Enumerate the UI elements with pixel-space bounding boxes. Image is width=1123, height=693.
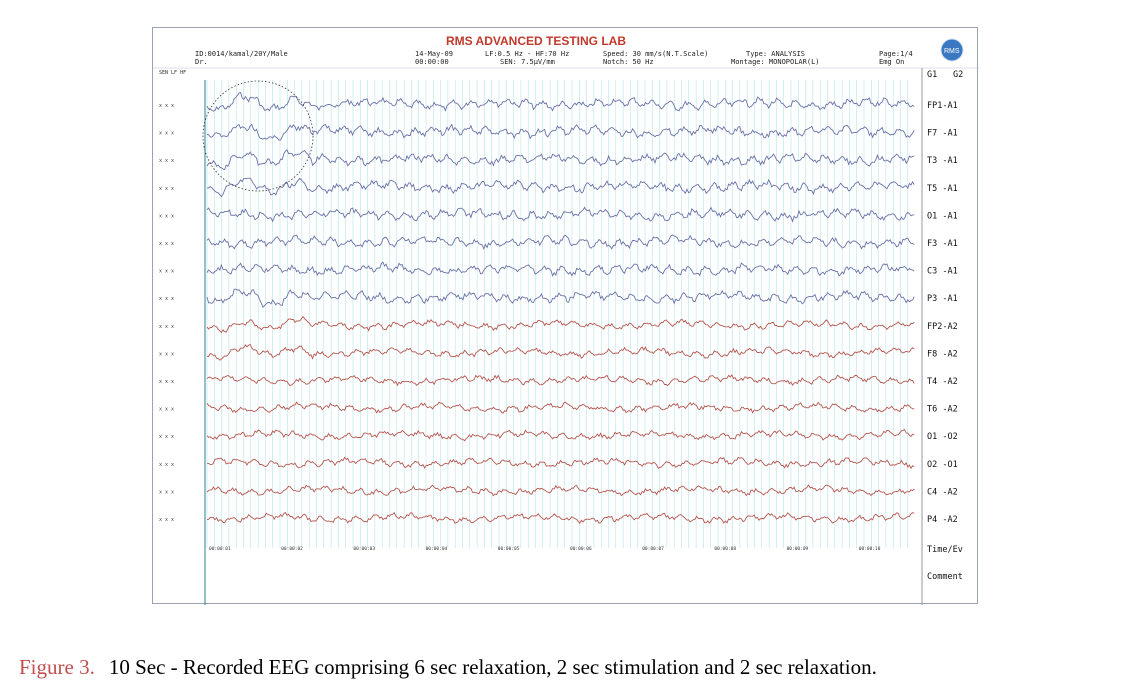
channel-label: FP1-A1 xyxy=(927,101,958,111)
time-tick-label: 00:00:02 xyxy=(281,546,303,552)
row-marker: x x x xyxy=(159,351,174,357)
channel-label: F7 -A1 xyxy=(927,129,958,139)
row-marker: x x x xyxy=(159,379,174,385)
eeg-trace xyxy=(206,234,915,251)
type: Type: ANALYSIS xyxy=(746,50,805,58)
page-number: Page:1/4 xyxy=(879,50,913,58)
col-header-left: SEN LF HF xyxy=(159,70,186,76)
artifact-highlight xyxy=(202,80,314,192)
col-header-g2: G2 xyxy=(953,70,963,80)
eeg-trace xyxy=(206,123,915,141)
record-date: 14-May-09 xyxy=(415,50,453,58)
row-marker: x x x xyxy=(159,407,174,413)
channel-label: O1 -O2 xyxy=(927,432,958,442)
row-marker: x x x xyxy=(159,269,174,275)
time-tick-label: 00:00:03 xyxy=(353,546,375,552)
eeg-trace xyxy=(206,177,915,198)
channel-label: T3 -A1 xyxy=(927,156,958,166)
row-marker: x x x xyxy=(159,241,174,247)
channel-label: O2 -O1 xyxy=(927,460,958,470)
patient-id: ID:0014/kamal/20Y/Male xyxy=(195,50,288,58)
time-grid xyxy=(206,80,908,548)
time-tick-label: 00:00:01 xyxy=(209,546,231,552)
time-ticks: 00:00:01 00:00:02 00:00:03 00:00:04 00:00:05… xyxy=(209,546,881,552)
figure-caption: Figure 3. 10 Sec - Recorded EEG comprisin… xyxy=(19,655,877,680)
row-marker: x x x xyxy=(159,324,174,330)
row-marker: x x x xyxy=(159,517,174,523)
channel-label: P3 -A1 xyxy=(927,294,958,304)
channel-label: FP2-A2 xyxy=(927,322,958,332)
eeg-trace xyxy=(206,149,915,171)
row-marker: x x x xyxy=(159,131,174,137)
row-marker: x x x xyxy=(159,296,174,302)
side-markers: x x x x x x x x x x x x x x x x x x x x x x x x… xyxy=(159,103,174,523)
eeg-trace xyxy=(206,511,915,524)
channel-label: T5 -A1 xyxy=(927,184,958,194)
row-marker: x x x xyxy=(159,213,174,219)
eeg-traces xyxy=(206,91,915,524)
eeg-trace xyxy=(206,401,915,414)
montage: Montage: MONOPOLAR(L) xyxy=(731,58,820,66)
eeg-trace xyxy=(206,343,915,361)
time-tick-label: 00:00:10 xyxy=(859,546,881,552)
lab-title: RMS ADVANCED TESTING LAB xyxy=(446,34,626,48)
time-tick-label: 00:00:05 xyxy=(498,546,520,552)
doctor: Dr. xyxy=(195,58,208,66)
channel-label: C4 -A2 xyxy=(927,487,958,497)
rms-logo-icon: RMS xyxy=(940,38,964,62)
channel-label: F8 -A2 xyxy=(927,349,958,359)
row-marker: x x x xyxy=(159,158,174,164)
time-tick-label: 00:00:06 xyxy=(570,546,592,552)
notch: Notch: 50 Hz xyxy=(603,58,654,66)
col-header-g1: G1 xyxy=(927,70,937,80)
row-marker: x x x xyxy=(159,103,174,109)
channel-label: C3 -A1 xyxy=(927,267,958,277)
caption-label: Figure 3. xyxy=(19,655,95,679)
row-marker: x x x xyxy=(159,186,174,192)
eeg-trace xyxy=(206,456,915,470)
emg-status: Emg On xyxy=(879,58,904,66)
logo-text: RMS xyxy=(944,48,960,55)
time-tick-label: 00:00:08 xyxy=(714,546,736,552)
row-marker: x x x xyxy=(159,489,174,495)
row-marker: x x x xyxy=(159,434,174,440)
sensitivity: SEN: 7.5µV/mm xyxy=(500,58,555,66)
eeg-trace xyxy=(206,428,915,442)
time-event-row: Time/Ev xyxy=(927,545,963,555)
eeg-trace xyxy=(206,91,915,112)
eeg-chart: RMS ADVANCED TESTING LAB RMS ID:0014/kam… xyxy=(153,34,979,605)
filter-settings: LF:0.5 Hz - HF:70 Hz xyxy=(485,50,569,58)
channel-label: P4 -A2 xyxy=(927,515,958,525)
eeg-trace xyxy=(206,374,915,387)
comment-row: Comment xyxy=(927,572,963,582)
time-tick-label: 00:00:09 xyxy=(787,546,809,552)
row-marker: x x x xyxy=(159,462,174,468)
eeg-trace xyxy=(206,206,915,223)
eeg-figure: RMS ADVANCED TESTING LAB RMS ID:0014/kam… xyxy=(152,27,979,605)
record-time: 00:00:00 xyxy=(415,58,449,66)
channel-label: T4 -A2 xyxy=(927,377,958,387)
caption-text: 10 Sec - Recorded EEG comprising 6 sec r… xyxy=(108,655,877,679)
channel-label: T6 -A2 xyxy=(927,405,958,415)
eeg-trace xyxy=(206,484,915,497)
eeg-trace xyxy=(206,315,915,334)
channel-label: O1 -A1 xyxy=(927,211,958,221)
channel-label: F3 -A1 xyxy=(927,239,958,249)
eeg-trace xyxy=(206,288,915,309)
time-tick-label: 00:00:04 xyxy=(426,546,448,552)
eeg-trace xyxy=(206,261,915,277)
channel-labels: FP1-A1 F7 -A1 T3 -A1 T5 -A1 O1 -A1 F3 -A1 C3 -… xyxy=(927,101,958,525)
time-tick-label: 00:00:07 xyxy=(642,546,664,552)
speed: Speed: 30 mm/s(N.T.Scale) xyxy=(603,50,708,58)
